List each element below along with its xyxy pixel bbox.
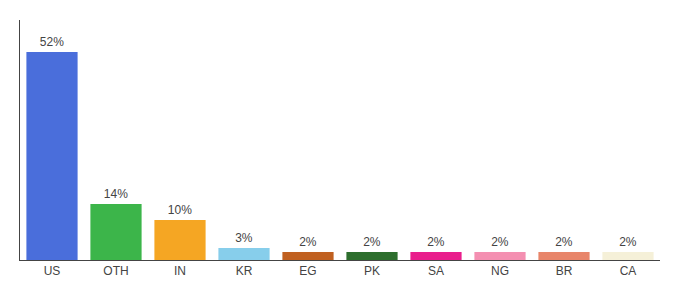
svg-text:2%: 2% [555, 235, 573, 249]
svg-text:14%: 14% [104, 187, 128, 201]
svg-text:2%: 2% [491, 235, 509, 249]
svg-text:2%: 2% [299, 235, 317, 249]
svg-text:2%: 2% [427, 235, 445, 249]
svg-text:IN: IN [174, 264, 186, 278]
svg-text:52%: 52% [40, 35, 64, 49]
svg-text:SA: SA [428, 264, 444, 278]
svg-text:2%: 2% [363, 235, 381, 249]
svg-text:2%: 2% [619, 235, 637, 249]
svg-text:10%: 10% [168, 203, 192, 217]
svg-text:CA: CA [620, 264, 637, 278]
svg-text:PK: PK [364, 264, 380, 278]
svg-text:US: US [44, 264, 61, 278]
svg-text:EG: EG [299, 264, 316, 278]
svg-text:NG: NG [491, 264, 509, 278]
svg-text:OTH: OTH [103, 264, 128, 278]
svg-text:3%: 3% [235, 231, 253, 245]
svg-text:BR: BR [556, 264, 573, 278]
svg-text:KR: KR [236, 264, 253, 278]
